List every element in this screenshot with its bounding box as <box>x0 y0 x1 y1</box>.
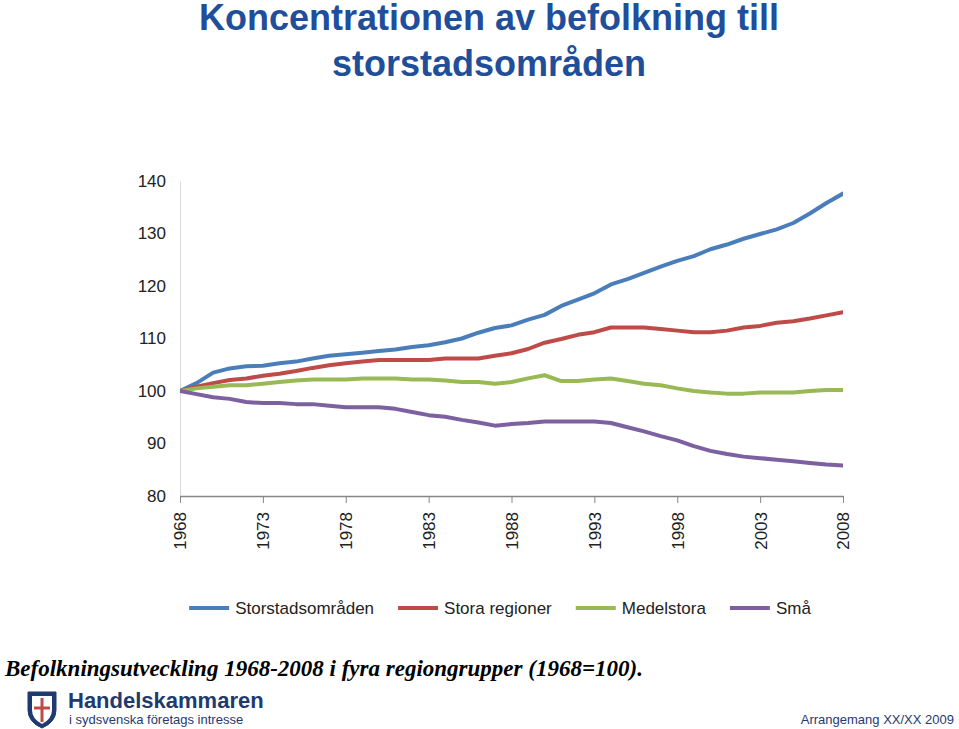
legend-item: Stora regioner <box>398 599 552 618</box>
legend-label: Medelstora <box>622 599 707 618</box>
plot-area: 8090100110120130140196819731978198319881… <box>138 172 854 550</box>
logo <box>28 692 56 728</box>
y-tick-label: 90 <box>147 434 166 453</box>
x-tick-label: 1973 <box>254 512 273 550</box>
logo-shield-inner <box>32 696 52 724</box>
x-tick-label: 1968 <box>171 512 190 550</box>
y-tick-label: 80 <box>147 487 166 506</box>
y-tick-label: 110 <box>139 329 166 348</box>
legend-swatch <box>398 606 438 610</box>
x-tick-mark <box>843 496 844 503</box>
x-tick: 1983 <box>420 496 439 550</box>
y-tick: 110 <box>139 329 180 348</box>
x-tick: 1973 <box>254 496 273 550</box>
x-tick-mark <box>512 496 513 503</box>
y-tick: 100 <box>138 382 180 401</box>
legend: Storstadsområden Stora regioner Medelstora… <box>189 599 811 618</box>
logo-cross <box>34 698 50 722</box>
y-tick-label: 120 <box>138 277 166 296</box>
x-tick-mark <box>263 496 264 503</box>
logo-shield <box>28 692 56 728</box>
legend-label: Storstadsområden <box>235 599 374 618</box>
y-tick: 90 <box>147 434 180 453</box>
x-tick: 2008 <box>834 496 853 550</box>
x-tick-label: 2003 <box>752 512 771 550</box>
legend-item: Storstadsområden <box>189 599 374 618</box>
x-tick-mark <box>594 496 595 503</box>
x-tick-label: 1993 <box>586 512 605 550</box>
x-tick: 1988 <box>503 496 522 550</box>
legend-swatch <box>730 606 770 610</box>
x-tick-label: 1998 <box>669 512 688 550</box>
x-tick-mark <box>760 496 761 503</box>
x-tick-label: 2008 <box>834 512 853 550</box>
y-tick-label: 140 <box>138 172 166 191</box>
y-tick-label: 100 <box>138 382 166 401</box>
series-line <box>180 391 843 466</box>
y-tick: 120 <box>138 277 180 296</box>
x-tick-label: 1983 <box>420 512 439 550</box>
y-axis: 80 90 100 110 120 130 140 <box>138 172 181 506</box>
x-tick-mark <box>346 496 347 503</box>
series-line <box>180 194 843 391</box>
series-line <box>180 312 843 391</box>
x-tick: 1968 <box>171 496 190 550</box>
x-tick: 2003 <box>752 496 771 550</box>
x-tick-label: 1988 <box>503 512 522 550</box>
y-tick: 80 <box>147 487 180 506</box>
x-tick: 1978 <box>337 496 356 550</box>
legend-item: Medelstora <box>576 599 707 618</box>
organisation-name: Handelskammaren <box>68 688 264 713</box>
legend-swatch <box>576 606 616 610</box>
footer-note: Arrangemang XX/XX 2009 <box>801 712 954 727</box>
x-tick-label: 1978 <box>337 512 356 550</box>
y-axis-line <box>180 182 181 497</box>
title: Koncentrationen av befolkning tillstorst… <box>199 0 779 84</box>
x-tick: 1993 <box>586 496 605 550</box>
legend-label: Stora regioner <box>444 599 552 618</box>
caption: Befolkningsutveckling 1968-2008 i fyra r… <box>4 656 643 681</box>
y-tick: 130 <box>138 224 180 243</box>
legend-item: Små <box>730 599 812 618</box>
organisation-tagline: i sydsvenska företags intresse <box>69 712 243 727</box>
x-tick-mark <box>429 496 430 503</box>
y-tick: 140 <box>138 172 180 191</box>
lines <box>180 194 843 466</box>
x-tick: 1998 <box>669 496 688 550</box>
chart: Koncentrationen av befolkning tillstorst… <box>0 0 959 729</box>
series-line <box>180 375 843 393</box>
legend-swatch <box>189 606 229 610</box>
x-tick-mark <box>180 496 181 503</box>
x-tick-mark <box>677 496 678 503</box>
x-axis: 1968 1973 1978 1983 1988 1993 1998 2003 2008 <box>171 496 853 550</box>
y-tick-label: 130 <box>138 224 166 243</box>
legend-label: Små <box>776 599 812 618</box>
